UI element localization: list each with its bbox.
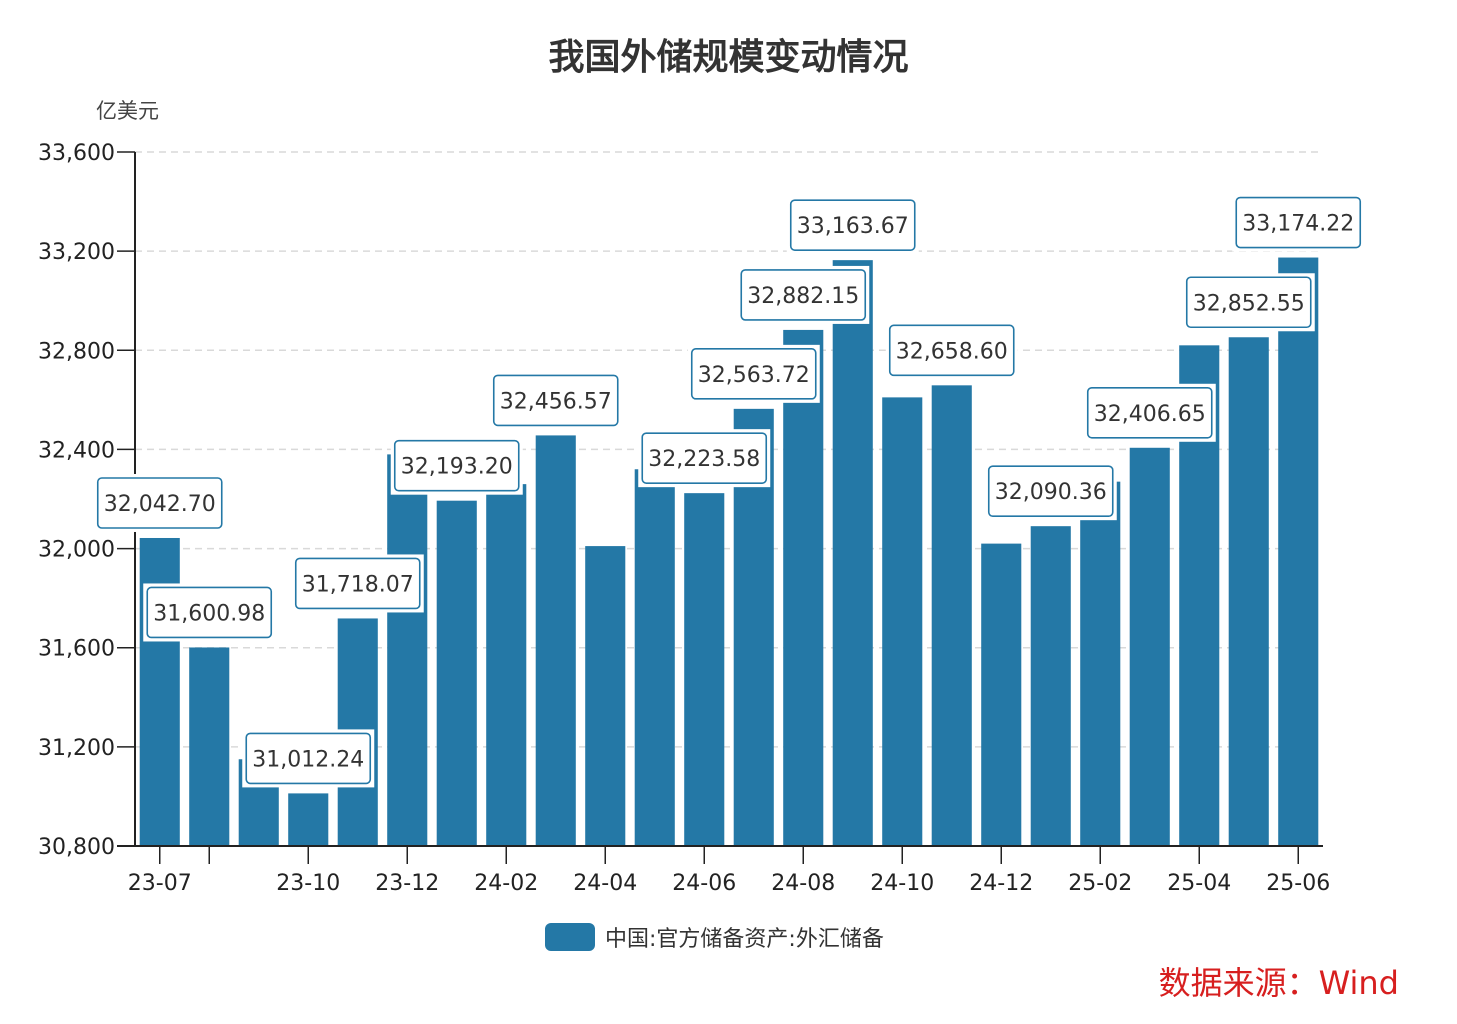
bar — [1080, 481, 1121, 846]
y-tick-label: 32,800 — [38, 339, 115, 364]
x-tick-label: 24-10 — [870, 871, 934, 896]
data-label-text: 32,193.20 — [401, 455, 513, 480]
data-label-box — [987, 465, 1114, 517]
axes: 30,800 31,200 31,600 32,000 32,400 32,800 33,2… — [38, 99, 1330, 896]
data-label-text: 32,090.36 — [995, 480, 1107, 505]
data-label-text: 33,174.22 — [1242, 212, 1354, 237]
data-label-text: 32,456.57 — [500, 389, 612, 414]
data-label-box — [641, 432, 768, 484]
data-label-text: 32,223.58 — [648, 447, 760, 472]
data-label: 33,174.22 — [1232, 193, 1365, 252]
data-label: 33,163.67 — [786, 196, 919, 255]
data-label: 32,456.57 — [489, 371, 622, 430]
data-label-text: 31,718.07 — [302, 572, 414, 597]
bar — [783, 329, 824, 846]
data-labels: 32,042.70 31,600.98 31,012.24 31,718.07 32,1… — [93, 193, 1365, 788]
legend[interactable]: 中国:官方储备资产:外汇储备 — [545, 921, 884, 953]
bar — [535, 435, 576, 846]
data-label-box — [1086, 386, 1213, 439]
data-label-box — [888, 324, 1015, 377]
data-label: 32,406.65 — [1083, 383, 1216, 442]
data-label-text: 32,563.72 — [698, 363, 810, 388]
data-label-text: 32,042.70 — [104, 492, 216, 517]
bar — [832, 260, 873, 846]
x-tick-label: 24-12 — [969, 871, 1033, 896]
data-label: 31,600.98 — [143, 583, 276, 642]
y-tick-label: 31,600 — [38, 637, 115, 662]
bar — [981, 543, 1022, 846]
data-label-box — [294, 557, 421, 610]
data-label: 32,193.20 — [390, 436, 523, 495]
x-tick-label: 24-02 — [474, 871, 538, 896]
bar — [634, 469, 675, 846]
bar — [1228, 337, 1269, 846]
x-tick-label: 25-04 — [1167, 871, 1231, 896]
data-label-box — [393, 439, 520, 492]
x-tick-label: 25-06 — [1266, 871, 1330, 896]
bar — [585, 546, 626, 846]
data-label: 32,852.55 — [1182, 273, 1315, 332]
x-tick-label: 23-10 — [276, 871, 340, 896]
x-tick-label: 23-12 — [375, 871, 439, 896]
bar — [436, 500, 477, 846]
data-label: 32,882.15 — [737, 265, 870, 324]
x-tick-label: 24-06 — [672, 871, 736, 896]
data-label: 32,563.72 — [687, 344, 820, 403]
data-label-text: 32,852.55 — [1193, 291, 1305, 316]
y-tick-label: 30,800 — [38, 835, 115, 860]
bar — [882, 397, 923, 846]
data-label-text: 32,658.60 — [896, 339, 1008, 364]
y-tick-label: 33,200 — [38, 240, 115, 265]
x-tick-label: 24-08 — [771, 871, 835, 896]
data-label: 32,658.60 — [885, 321, 1018, 380]
bar — [1030, 526, 1071, 846]
data-source: 数据来源：Wind — [1158, 964, 1399, 1002]
data-label-text: 31,012.24 — [252, 747, 364, 772]
bar — [1278, 257, 1319, 847]
data-label: 31,012.24 — [242, 729, 375, 788]
x-tick-label: 24-04 — [573, 871, 637, 896]
bar — [1129, 447, 1170, 846]
data-label-text: 32,406.65 — [1094, 402, 1206, 427]
legend-swatch — [545, 923, 595, 951]
data-label: 32,042.70 — [93, 473, 226, 532]
y-tick-label: 31,200 — [38, 736, 115, 761]
data-label-box — [740, 269, 867, 321]
data-label-box — [789, 199, 916, 251]
x-tick-label: 25-02 — [1068, 871, 1132, 896]
data-label-box — [492, 374, 619, 427]
data-label-box — [1235, 196, 1362, 249]
data-label-text: 31,600.98 — [153, 601, 265, 626]
chart-title: 我国外储规模变动情况 — [548, 37, 909, 78]
bar — [189, 647, 230, 846]
x-tick-label: 23-07 — [128, 871, 192, 896]
data-label-text: 33,163.67 — [797, 214, 909, 239]
data-label-box — [690, 348, 817, 400]
y-axis-unit: 亿美元 — [96, 99, 159, 123]
bar — [931, 385, 972, 846]
data-label-text: 32,882.15 — [747, 284, 859, 309]
data-label-box — [146, 586, 273, 639]
bar — [684, 493, 725, 846]
y-tick-label: 32,400 — [38, 438, 115, 463]
data-label-box — [245, 732, 372, 785]
bar — [387, 454, 428, 846]
data-label-box — [96, 477, 223, 529]
data-label: 32,090.36 — [984, 462, 1117, 521]
data-label: 31,718.07 — [291, 554, 424, 613]
bar — [288, 793, 329, 846]
y-tick-label: 33,600 — [38, 141, 115, 166]
bar — [486, 484, 527, 846]
y-tick-label: 32,000 — [38, 538, 115, 563]
legend-label: 中国:官方储备资产:外汇储备 — [605, 927, 884, 952]
data-label-box — [1185, 276, 1312, 329]
data-label: 32,223.58 — [638, 429, 771, 488]
